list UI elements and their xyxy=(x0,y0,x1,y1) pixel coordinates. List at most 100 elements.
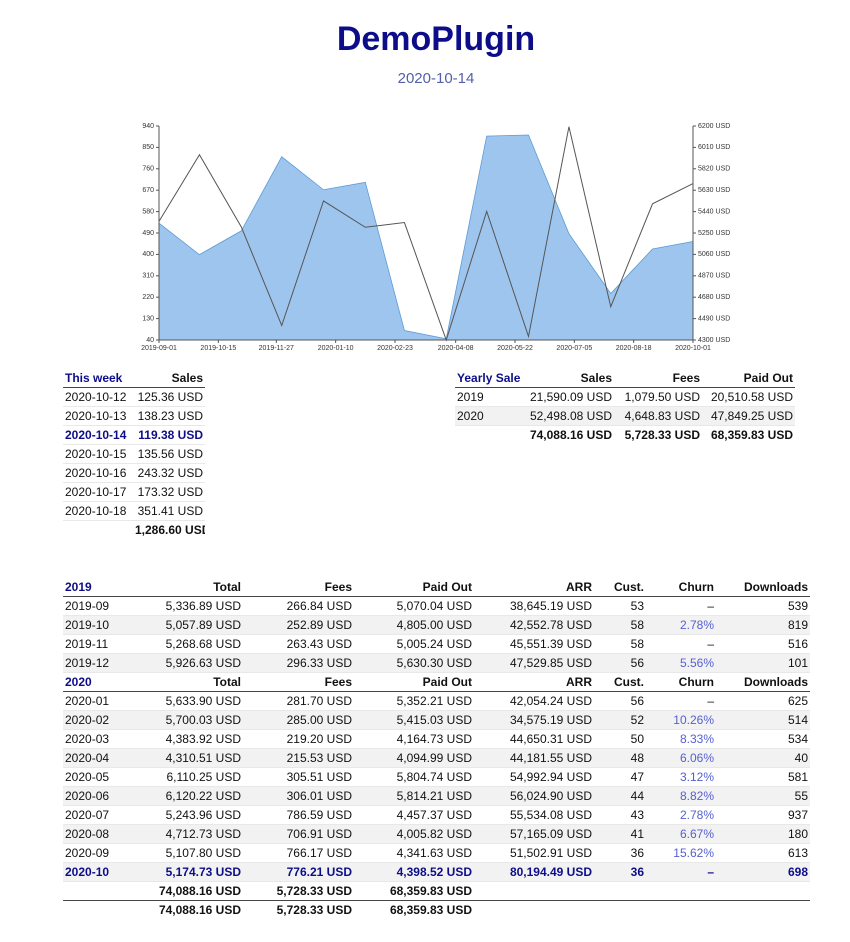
cell: 5,352.21 USD xyxy=(354,691,474,711)
cell: 2019-12 xyxy=(63,653,143,673)
cell: 5,700.03 USD xyxy=(143,710,243,730)
cell: 2020 xyxy=(455,406,521,426)
cell: 516 xyxy=(716,634,810,654)
cell: Churn xyxy=(646,672,716,692)
cell: 173.32 USD xyxy=(133,482,205,502)
yearly-table: Yearly Sales Sales Fees Paid Out 2019 21,590.… xyxy=(455,369,795,444)
cell: 36 xyxy=(594,862,646,882)
table-row: 2020-10-12 125.36 USD xyxy=(63,387,205,407)
empty-cell xyxy=(63,520,133,539)
cell: 48 xyxy=(594,748,646,768)
y2-tick-label: 4870 USD xyxy=(698,273,730,280)
table-row: 2020 Total Fees Paid Out ARR Cust. Churn Downlo… xyxy=(63,672,810,692)
cell: 2020-07 xyxy=(63,805,143,825)
table-row: 2020-01 5,633.90 USD 281.70 USD 5,352.21 US… xyxy=(63,691,810,711)
cell: Total xyxy=(143,578,243,597)
table-row: 2020-09 5,107.80 USD 766.17 USD 4,341.63 US… xyxy=(63,843,810,863)
cell: 2020-10-16 xyxy=(63,463,133,483)
cell: 281.70 USD xyxy=(243,691,354,711)
line xyxy=(158,126,694,342)
y-tick-label: 580 xyxy=(142,208,154,215)
y2-tick-label: 4300 USD xyxy=(698,337,730,344)
y2-tick-label: 6200 USD xyxy=(698,123,730,130)
x-tick-label: 2020-08-18 xyxy=(616,345,652,352)
cell: 706.91 USD xyxy=(243,824,354,844)
cell: 5.56% xyxy=(646,653,716,673)
cell: 74,088.16 USD xyxy=(143,900,243,919)
cell: 4,805.00 USD xyxy=(354,615,474,635)
cell: 74,088.16 USD xyxy=(521,425,614,444)
table-row: 2020-10-16 243.32 USD xyxy=(63,463,205,483)
cell: 51,502.91 USD xyxy=(474,843,594,863)
table-row: 2020-10-18 351.41 USD xyxy=(63,501,205,521)
cell: 2020-10-17 xyxy=(63,482,133,502)
cell: 2020-02 xyxy=(63,710,143,730)
cell: 56,024.90 USD xyxy=(474,786,594,806)
cell: Downloads xyxy=(716,578,810,597)
cell: Sales xyxy=(133,369,205,388)
table-row: 2020-10-17 173.32 USD xyxy=(63,482,205,502)
cell: 5,174.73 USD xyxy=(143,862,243,882)
cell: Sales xyxy=(521,369,614,388)
y2-tick-label: 5440 USD xyxy=(698,208,730,215)
cell: 698 xyxy=(716,862,810,882)
cell: 68,359.83 USD xyxy=(702,425,795,444)
table-row: 74,088.16 USD 5,728.33 USD 68,359.83 USD xyxy=(63,900,810,919)
x-tick-label: 2020-02-23 xyxy=(377,345,413,352)
cell: Yearly Sales xyxy=(455,369,521,388)
empty-cell xyxy=(63,900,143,919)
cell: 5,057.89 USD xyxy=(143,615,243,635)
cell: 819 xyxy=(716,615,810,635)
y-tick-label: 760 xyxy=(142,166,154,173)
cell: 351.41 USD xyxy=(133,501,205,521)
y2-tick-label: 5250 USD xyxy=(698,230,730,237)
cell: 2020-04 xyxy=(63,748,143,768)
table-row: This week Sales xyxy=(63,369,205,388)
cell: 5,728.33 USD xyxy=(243,881,354,901)
table-row: 2019-09 5,336.89 USD 266.84 USD 5,070.04 US… xyxy=(63,596,810,616)
table-row: 2019-12 5,926.63 USD 296.33 USD 5,630.30 US… xyxy=(63,653,810,673)
cell: 52,498.08 USD xyxy=(521,406,614,426)
cell: 219.20 USD xyxy=(243,729,354,749)
y-tick-label: 220 xyxy=(142,294,154,301)
cell: 2020-05 xyxy=(63,767,143,787)
table-row: 2020-07 5,243.96 USD 786.59 USD 4,457.37 US… xyxy=(63,805,810,825)
cell: 5,633.90 USD xyxy=(143,691,243,711)
cell: 135.56 USD xyxy=(133,444,205,464)
cell: Downloads xyxy=(716,672,810,692)
cell: 5,243.96 USD xyxy=(143,805,243,825)
cell: 5,336.89 USD xyxy=(143,596,243,616)
cell: Fees xyxy=(243,672,354,692)
cell: Fees xyxy=(614,369,702,388)
y2-tick-label: 4490 USD xyxy=(698,315,730,322)
x-tick-label: 2020-05-22 xyxy=(497,345,533,352)
cell: 2019-10 xyxy=(63,615,143,635)
cell: Cust. xyxy=(594,578,646,597)
cell: 766.17 USD xyxy=(243,843,354,863)
cell: 42,054.24 USD xyxy=(474,691,594,711)
empty-cell xyxy=(716,881,810,901)
cell: 47,849.25 USD xyxy=(702,406,795,426)
cell: 2020-01 xyxy=(63,691,143,711)
table-row: Yearly Sales Sales Fees Paid Out xyxy=(455,369,795,388)
cell: 45,551.39 USD xyxy=(474,634,594,654)
cell: 47,529.85 USD xyxy=(474,653,594,673)
y-tick-label: 130 xyxy=(142,315,154,322)
cell: 50 xyxy=(594,729,646,749)
cell: 285.00 USD xyxy=(243,710,354,730)
cell: 4,648.83 USD xyxy=(614,406,702,426)
y2-tick-label: 5060 USD xyxy=(698,251,730,258)
cell: 20,510.58 USD xyxy=(702,387,795,407)
cell: 5,415.03 USD xyxy=(354,710,474,730)
cell: 4,383.92 USD xyxy=(143,729,243,749)
table-row: 2019 Total Fees Paid Out ARR Cust. Churn Downlo… xyxy=(63,578,810,597)
cell: 4,712.73 USD xyxy=(143,824,243,844)
cell: 138.23 USD xyxy=(133,406,205,426)
cell: 15.62% xyxy=(646,843,716,863)
cell: ARR xyxy=(474,672,594,692)
cell: 56 xyxy=(594,653,646,673)
cell: 306.01 USD xyxy=(243,786,354,806)
table-row: 2020-02 5,700.03 USD 285.00 USD 5,415.03 US… xyxy=(63,710,810,730)
cell: 3.12% xyxy=(646,767,716,787)
cell: 2020-10-18 xyxy=(63,501,133,521)
